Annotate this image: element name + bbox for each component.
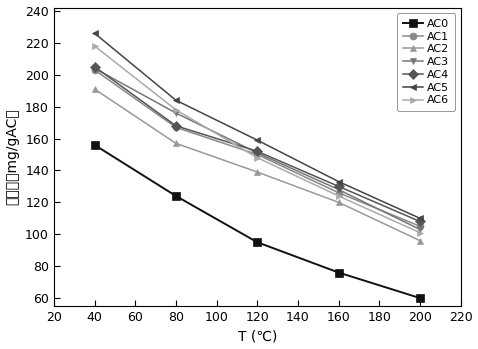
AC6 [173,108,179,112]
AC1 [173,125,179,129]
Line: AC2: AC2 [91,86,424,244]
AC3 [92,66,98,70]
Line: AC3: AC3 [91,65,424,233]
AC2 [173,141,179,146]
AC0 [336,270,341,275]
AC1 [92,68,98,72]
AC4 [173,124,179,128]
AC5 [173,98,179,102]
AC6 [417,231,423,235]
Line: AC6: AC6 [91,43,424,236]
AC6 [254,156,260,160]
AC3 [173,111,179,115]
AC5 [336,179,341,184]
AC0 [173,194,179,198]
AC3 [417,227,423,231]
AC4 [92,65,98,69]
AC1 [336,191,341,195]
Line: AC0: AC0 [90,141,424,302]
X-axis label: T (℃): T (℃) [238,329,277,343]
AC4 [417,220,423,224]
Y-axis label: 吸附量（mg/gAC）: 吸附量（mg/gAC） [6,109,20,205]
AC6 [92,44,98,48]
AC3 [254,151,260,155]
AC2 [254,170,260,174]
Line: AC5: AC5 [91,30,424,222]
AC2 [336,200,341,205]
AC5 [92,31,98,35]
AC5 [254,138,260,142]
AC0 [92,143,98,147]
AC0 [254,240,260,244]
Line: AC1: AC1 [91,66,424,230]
AC3 [336,187,341,192]
Line: AC4: AC4 [91,63,424,225]
AC0 [417,296,423,300]
Legend: AC0, AC1, AC2, AC3, AC4, AC5, AC6: AC0, AC1, AC2, AC3, AC4, AC5, AC6 [397,13,455,111]
AC1 [417,224,423,228]
AC2 [417,238,423,243]
AC5 [417,216,423,220]
AC4 [254,149,260,153]
AC6 [336,194,341,198]
AC1 [254,153,260,157]
AC2 [92,87,98,91]
AC4 [336,184,341,188]
